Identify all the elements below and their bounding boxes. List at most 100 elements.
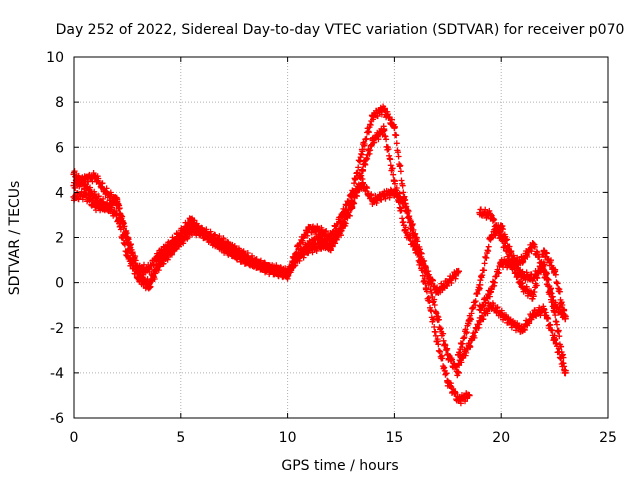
data-point — [551, 267, 559, 275]
data-point — [187, 222, 195, 230]
data-point — [497, 310, 505, 318]
axis-ticks: 0 5 10 15 20 25 -6 -4 -2 0 2 4 6 8 10 — [46, 50, 617, 446]
data-point — [134, 267, 142, 275]
data-point — [551, 308, 559, 316]
data-point — [358, 179, 366, 187]
x-tick-label: 25 — [599, 430, 617, 446]
data-point — [476, 317, 484, 325]
data-point — [465, 317, 473, 325]
data-point — [305, 224, 313, 232]
y-tick-label: 2 — [55, 231, 64, 247]
chart-title: Day 252 of 2022, Sidereal Day-to-day VTE… — [56, 22, 625, 38]
data-point — [561, 367, 569, 375]
data-point — [166, 247, 174, 255]
series-track-late-d — [476, 240, 569, 375]
data-point — [508, 261, 516, 269]
y-tick-label: -2 — [50, 321, 64, 337]
data-point — [508, 319, 516, 327]
series-markers — [476, 240, 569, 374]
y-axis-label: SDTVAR / TECUs — [7, 181, 23, 296]
y-tick-label: 0 — [55, 276, 64, 292]
data-point — [444, 378, 452, 386]
data-point — [369, 197, 377, 205]
y-tick-label: 6 — [55, 140, 64, 156]
data-point — [348, 197, 356, 205]
data-point — [209, 236, 217, 244]
data-point — [252, 261, 260, 269]
data-point — [454, 369, 462, 377]
data-point — [465, 391, 473, 399]
data-point — [422, 285, 430, 293]
y-tick-label: 8 — [55, 95, 64, 111]
data-point — [294, 252, 302, 260]
data-point — [230, 249, 238, 257]
data-point — [123, 238, 131, 246]
y-tick-label: 4 — [55, 185, 64, 201]
data-point — [454, 396, 462, 404]
y-tick-label: -6 — [50, 411, 64, 427]
x-tick-label: 10 — [279, 430, 297, 446]
data-point — [177, 236, 185, 244]
data-point — [422, 267, 430, 275]
data-point — [380, 125, 388, 133]
data-point — [284, 270, 292, 278]
data-point — [337, 224, 345, 232]
data-point — [390, 123, 398, 131]
data-point — [519, 283, 527, 291]
data-point — [444, 279, 452, 287]
data-point — [262, 265, 270, 273]
data-point — [102, 188, 110, 196]
data-point — [273, 267, 281, 275]
data-point — [123, 252, 131, 260]
data-point — [220, 243, 228, 251]
data-point — [380, 105, 388, 113]
x-tick-label: 20 — [492, 430, 510, 446]
data-point — [454, 360, 462, 368]
data-point — [540, 247, 548, 255]
x-tick-label: 5 — [176, 430, 185, 446]
data-point — [540, 306, 548, 314]
data-point — [476, 281, 484, 289]
data-point — [380, 191, 388, 199]
data-point — [529, 310, 537, 318]
data-point — [358, 166, 366, 174]
data-point — [529, 240, 537, 248]
data-point — [241, 256, 249, 264]
data-point — [81, 191, 89, 199]
data-point — [401, 227, 409, 235]
data-point — [198, 229, 206, 237]
x-tick-label: 15 — [385, 430, 403, 446]
x-axis-label: GPS time / hours — [281, 458, 398, 474]
data-point — [433, 288, 441, 296]
series-track-lower — [70, 176, 462, 296]
data-point — [81, 175, 89, 183]
data-point — [529, 292, 537, 300]
data-point — [487, 288, 495, 296]
data-point — [540, 267, 548, 275]
data-point — [113, 195, 121, 203]
data-point — [316, 227, 324, 235]
series-track-late-b — [454, 300, 569, 377]
data-point — [326, 245, 334, 253]
data-point — [412, 234, 420, 241]
data-point — [487, 301, 495, 309]
data-point — [369, 112, 377, 120]
data-point — [519, 326, 527, 334]
data-point — [91, 173, 99, 181]
data-point — [102, 204, 110, 212]
data-point — [401, 200, 409, 208]
data-point — [155, 256, 163, 264]
data-point — [369, 136, 377, 144]
data-point — [444, 351, 452, 359]
data-point — [487, 234, 495, 241]
data-series — [70, 103, 569, 407]
data-point — [390, 177, 398, 185]
data-point — [145, 281, 153, 289]
data-point — [305, 240, 313, 248]
y-tick-label: -4 — [50, 366, 64, 382]
data-point — [145, 265, 153, 273]
data-point — [465, 342, 473, 350]
data-point — [433, 312, 441, 320]
